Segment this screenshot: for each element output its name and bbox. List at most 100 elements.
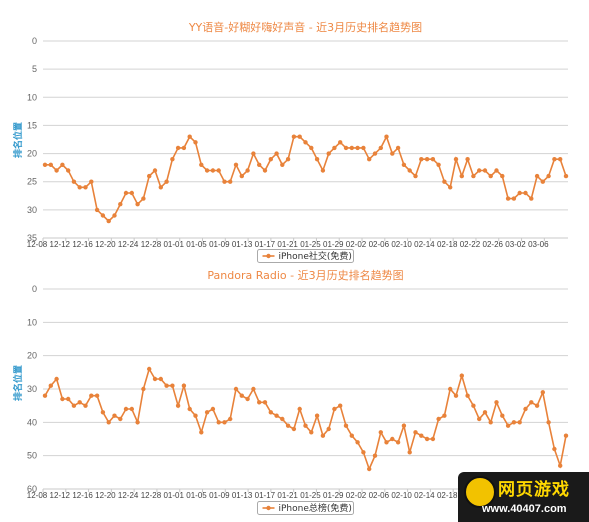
data-point xyxy=(355,145,360,151)
x-tick-label: 01-21 xyxy=(277,240,298,249)
x-tick-label: 03-06 xyxy=(528,240,549,249)
x-tick-label: 12-28 xyxy=(141,240,162,249)
data-point xyxy=(285,157,291,162)
data-point xyxy=(123,190,129,196)
x-tick-label: 01-21 xyxy=(277,491,298,500)
data-point xyxy=(320,168,326,173)
x-tick-label: 01-09 xyxy=(209,491,230,500)
legend-box xyxy=(257,249,354,263)
data-point xyxy=(204,168,210,173)
y-tick-label: 0 xyxy=(32,284,37,294)
data-point xyxy=(436,416,441,422)
data-point xyxy=(193,140,198,145)
x-tick-label: 01-09 xyxy=(209,240,230,249)
data-point xyxy=(291,134,297,139)
data-point xyxy=(106,218,111,224)
x-tick-label: 01-13 xyxy=(232,491,253,500)
data-point xyxy=(222,420,227,425)
legend-label: iPhone总榜(免费) xyxy=(279,502,352,514)
x-tick-label: 01-05 xyxy=(186,491,207,500)
data-point xyxy=(482,410,488,415)
watermark-title: 网页游戏 xyxy=(498,480,570,500)
data-point xyxy=(216,420,221,425)
data-point xyxy=(349,145,354,151)
data-point xyxy=(164,383,169,388)
data-point xyxy=(361,145,366,151)
data-point xyxy=(500,173,505,179)
data-point xyxy=(210,406,216,412)
data-point xyxy=(233,386,239,392)
data-point xyxy=(147,366,152,372)
data-point xyxy=(280,416,285,422)
data-point xyxy=(453,393,459,398)
data-point xyxy=(83,185,88,190)
data-point xyxy=(395,145,401,151)
y-tick-label: 20 xyxy=(27,149,37,159)
data-point xyxy=(505,196,511,201)
x-tick-label: 01-13 xyxy=(232,240,253,249)
x-tick-label: 12-24 xyxy=(118,240,139,249)
y-tick-label: 5 xyxy=(32,64,37,74)
data-point xyxy=(529,400,534,405)
data-point xyxy=(453,157,459,162)
data-point xyxy=(378,430,383,435)
data-point xyxy=(54,168,59,173)
y-tick-label: 25 xyxy=(27,177,37,187)
data-point xyxy=(42,393,48,398)
data-point xyxy=(477,416,482,422)
data-point xyxy=(367,157,372,162)
data-point xyxy=(297,406,302,412)
data-point xyxy=(257,400,262,405)
data-point xyxy=(89,179,94,184)
data-point xyxy=(343,423,349,428)
y-tick-label: 15 xyxy=(27,120,37,130)
data-point xyxy=(152,376,158,382)
data-point xyxy=(482,168,488,173)
x-tick-label: 12-12 xyxy=(50,491,71,500)
data-point xyxy=(60,162,65,167)
data-point xyxy=(523,190,528,196)
data-point xyxy=(112,213,117,218)
data-point xyxy=(71,403,77,408)
data-point xyxy=(48,383,53,388)
data-point xyxy=(407,450,412,455)
data-point xyxy=(77,185,82,190)
x-tick-label: 12-16 xyxy=(72,240,93,249)
data-point xyxy=(326,151,331,156)
data-point xyxy=(505,423,511,428)
data-point xyxy=(546,173,551,179)
data-point xyxy=(245,396,250,402)
watermark-url: www.40407.com xyxy=(482,503,567,515)
data-point xyxy=(401,162,407,167)
data-point xyxy=(517,420,522,425)
data-point xyxy=(384,134,389,139)
data-point xyxy=(326,426,331,432)
y-tick-label: 40 xyxy=(27,417,37,427)
data-point xyxy=(100,213,106,218)
data-point xyxy=(222,179,227,184)
data-point xyxy=(424,157,430,162)
data-point xyxy=(488,420,493,425)
data-point xyxy=(66,168,71,173)
data-point xyxy=(471,403,476,408)
y-tick-label: 50 xyxy=(27,451,37,461)
data-point xyxy=(66,396,71,402)
data-point xyxy=(170,383,175,388)
data-point xyxy=(297,134,302,139)
x-tick-label: 12-28 xyxy=(141,491,162,500)
x-tick-label: 02-18 xyxy=(437,240,458,249)
data-point xyxy=(251,386,256,392)
data-point xyxy=(517,190,522,196)
data-point xyxy=(135,202,140,207)
data-point xyxy=(343,145,349,151)
data-point xyxy=(419,433,424,438)
data-point xyxy=(401,423,407,428)
data-point xyxy=(563,433,569,438)
data-point xyxy=(534,173,540,179)
data-point xyxy=(430,436,436,442)
data-point xyxy=(436,162,441,167)
data-point xyxy=(233,162,239,167)
x-tick-label: 01-17 xyxy=(255,240,276,249)
data-point xyxy=(135,420,140,425)
x-tick-label: 02-14 xyxy=(414,491,435,500)
